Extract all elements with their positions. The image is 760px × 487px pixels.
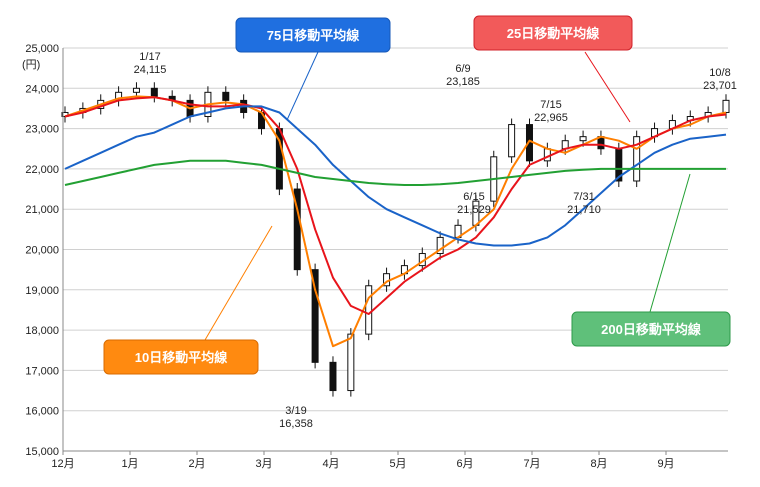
moving-average-lines [64,95,727,348]
y-tick-label: 25,000 [25,43,59,55]
candle-body [222,91,230,101]
annotation-date: 6/15 [463,191,484,203]
candle-body [508,124,516,158]
candle-body [722,99,730,113]
candle-body [311,269,319,363]
annotation-date: 7/15 [540,99,561,111]
x-tick-label: 4月 [322,458,339,470]
y-tick-label: 22,000 [25,164,59,176]
x-tick-label: 5月 [389,458,406,470]
candle-body [633,136,641,182]
label-10: 10日移動平均線 [135,350,228,365]
candle-body [365,285,373,335]
y-tick-label: 23,000 [25,124,59,136]
y-tick-label: 21,000 [25,204,59,216]
annotation-date: 6/9 [455,63,470,75]
label-box-75 [235,17,391,53]
annotation-value: 23,185 [446,76,480,88]
candle-body [347,333,355,392]
y-tick-label: 15,000 [25,446,59,458]
x-tick-label: 8月 [590,458,607,470]
y-tick-label: 16,000 [25,406,59,418]
annotation-date: 1/17 [139,51,160,63]
label-box-10 [103,339,259,375]
annotation-value: 23,701 [703,80,737,92]
annotation-date: 10/8 [709,67,730,79]
leader-line-25 [584,51,631,123]
candle-body [150,87,158,97]
annotation-date: 3/19 [285,405,306,417]
candle-body [329,361,337,392]
x-tick-label: 12月 [51,458,74,470]
x-tick-label: 9月 [657,458,674,470]
candle-body [579,136,587,142]
x-tick-label: 2月 [188,458,205,470]
legend-200: 200日移動平均線 [571,173,731,347]
annotation-value: 24,115 [134,64,167,76]
label-box-25 [473,15,633,51]
annotation-value: 21,529 [457,204,491,216]
leader-line-200 [649,173,691,313]
label-box-200 [571,311,731,347]
label-75: 75日移動平均線 [267,28,360,43]
x-tick-label: 6月 [456,458,473,470]
candle-body [436,236,444,255]
annotation-value: 21,710 [567,204,601,216]
y-unit-label: (円) [22,59,40,71]
y-tick-label: 18,000 [25,325,59,337]
candle-body [293,188,301,271]
legend-25: 25日移動平均線 [473,15,633,123]
label-25: 25日移動平均線 [507,26,600,41]
annotation-value: 16,358 [279,418,313,430]
x-tick-label: 7月 [523,458,540,470]
y-tick-label: 24,000 [25,83,59,95]
annotation-date: 7/31 [573,191,594,203]
x-tick-label: 1月 [121,458,138,470]
annotation-value: 22,965 [534,112,568,124]
series-line [64,105,727,247]
y-tick-label: 20,000 [25,245,59,257]
y-tick-label: 17,000 [25,365,59,377]
legend-10: 10日移動平均線 [103,225,273,375]
legend-75: 75日移動平均線 [235,17,391,121]
series-line [64,159,726,186]
leader-line-10 [204,225,273,341]
grid [63,47,728,452]
axes: (円) 15,000 16,000 17,000 18,000 19,000 20,000… [22,43,728,470]
candle-body [132,87,140,93]
series-line [64,95,727,348]
x-tick-label: 3月 [255,458,272,470]
label-200: 200日移動平均線 [601,322,702,337]
series-line [64,96,727,315]
leader-line-75 [286,51,319,121]
y-tick-label: 19,000 [25,285,59,297]
